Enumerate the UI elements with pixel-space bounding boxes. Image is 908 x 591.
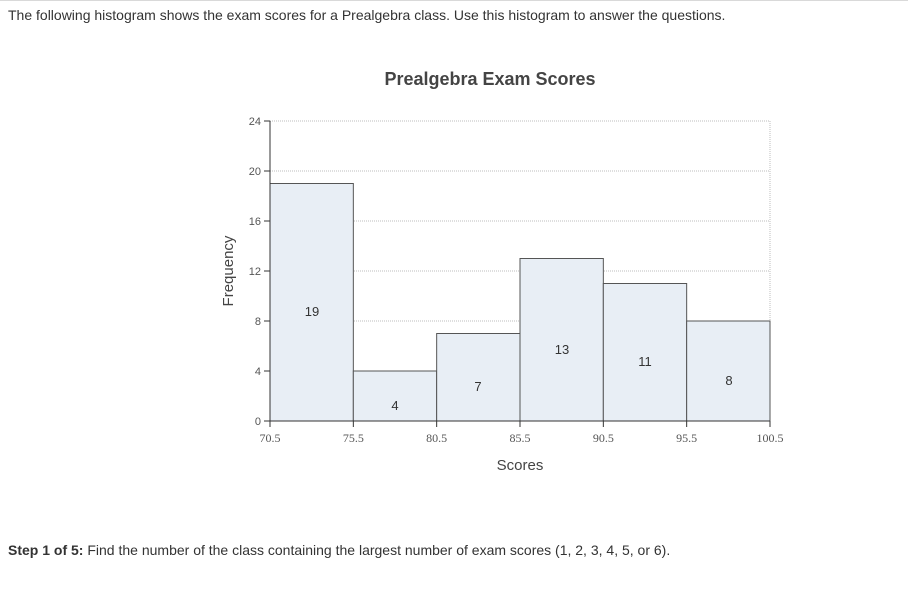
x-tick-label: 90.5 [593,431,614,445]
histogram-bar [686,320,771,422]
x-tick-label: 85.5 [510,431,531,445]
y-axis-label: Frequency [220,235,237,306]
x-tick-label: 75.5 [343,431,364,445]
step-instruction: Step 1 of 5: Find the number of the clas… [8,542,670,558]
y-tick-label: 16 [249,216,261,228]
bars: 19 4 7 13 11 8 [269,183,771,422]
bar-value-label: 11 [638,354,652,369]
x-tick-label: 80.5 [426,431,447,445]
y-tick-label: 12 [249,266,261,278]
y-tick-label: 20 [249,166,261,178]
bar-value-label: 13 [555,342,569,357]
bar-value-label: 8 [725,373,732,388]
x-tick-label: 70.5 [260,431,281,445]
intro-text: The following histogram shows the exam s… [8,7,726,23]
bar-value-label: 4 [391,398,398,413]
bar-value-label: 19 [305,304,319,319]
histogram-bar [436,333,521,422]
x-tick-label: 95.5 [676,431,697,445]
histogram-bar [602,283,688,422]
histogram-bar [269,183,354,422]
histogram-chart: Prealgebra Exam Scores Frequency Scores … [220,69,784,474]
y-tick-label: 0 [255,416,261,428]
chart-title: Prealgebra Exam Scores [384,69,595,89]
y-tick-label: 24 [249,116,261,128]
histogram-bar [519,258,604,422]
y-tick-label: 8 [255,316,261,328]
histogram-bar [352,370,438,422]
x-axis-label: Scores [497,457,544,474]
x-tick-label: 100.5 [757,431,784,445]
top-divider [0,0,908,1]
axes: 0 4 8 12 16 20 24 70.5 75.5 80.5 85.5 90.5 95.5 100.5 [249,116,784,445]
step-label: Step 1 of 5: [8,542,84,558]
y-tick-label: 4 [255,366,261,378]
step-text: Find the number of the class containing … [83,542,671,558]
bar-value-label: 7 [474,379,481,394]
